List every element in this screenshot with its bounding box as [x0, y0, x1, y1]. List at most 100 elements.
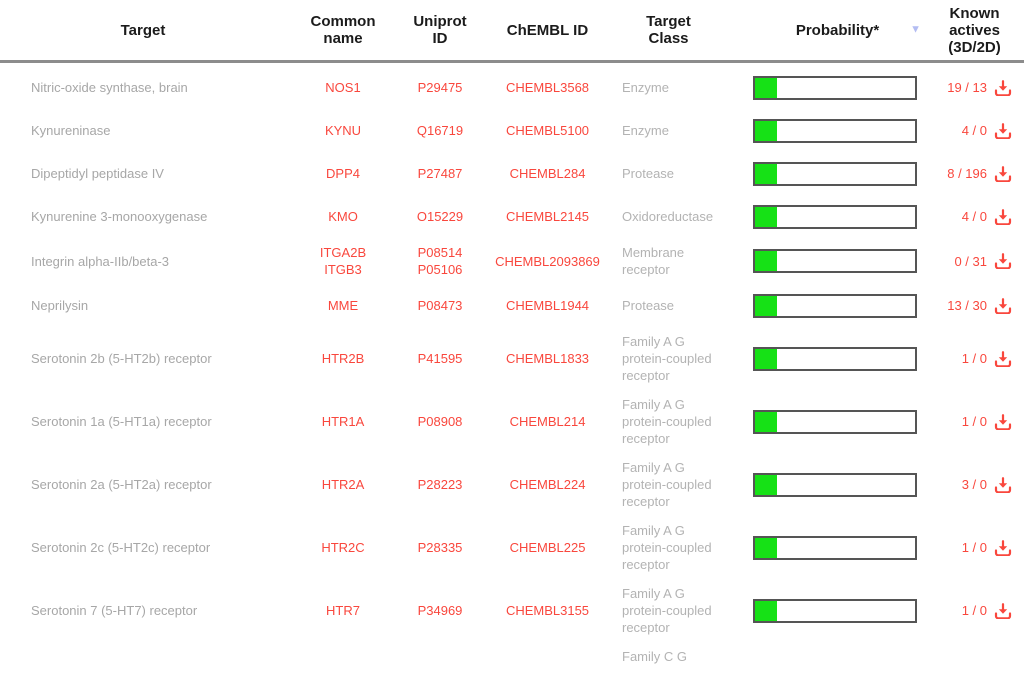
- download-icon: [994, 602, 1012, 619]
- download-icon: [994, 253, 1012, 269]
- download-button[interactable]: [994, 253, 1012, 269]
- uniprot-id-link[interactable]: O15229: [416, 209, 464, 224]
- probability-bar-fill: [755, 348, 777, 369]
- probability-bar-fill: [755, 206, 777, 227]
- common-name-link[interactable]: HTR2A: [321, 477, 365, 492]
- target-class-text: Family A G protein-coupled receptor: [622, 334, 712, 383]
- download-button[interactable]: [994, 208, 1012, 225]
- probability-cell: [750, 346, 925, 371]
- chembl-id-link[interactable]: CHEMBL3568: [505, 80, 590, 95]
- target-name: Serotonin 2c (5-HT2c) receptor: [31, 540, 211, 555]
- target-name: Neprilysin: [31, 298, 89, 313]
- download-button[interactable]: [994, 122, 1012, 139]
- column-header-probability[interactable]: Probability* ▼: [750, 5, 925, 56]
- download-button[interactable]: [994, 297, 1012, 314]
- common-name-link[interactable]: DPP4: [326, 166, 360, 181]
- download-button[interactable]: [994, 350, 1012, 367]
- uniprot-id-link[interactable]: P34969: [417, 603, 463, 618]
- download-button[interactable]: [994, 79, 1012, 96]
- known-actives-count: 4 / 0: [961, 209, 987, 224]
- uniprot-id-link[interactable]: P08473: [417, 298, 463, 313]
- target-class-text: Family A G protein-coupled receptor: [622, 523, 712, 572]
- uniprot-id-link[interactable]: P28335: [417, 540, 463, 555]
- table-row: Kynureninase KYNU Q16719 CHEMBL5100 Enzy…: [0, 109, 1024, 152]
- known-actives-cell: 0 / 31: [925, 253, 1024, 270]
- common-name-link[interactable]: KMO: [328, 209, 358, 224]
- probability-cell: [750, 161, 925, 186]
- probability-cell: [750, 118, 925, 143]
- download-icon: [994, 350, 1012, 367]
- known-actives-count: 3 / 0: [961, 477, 987, 492]
- probability-bar: [753, 346, 917, 371]
- table-row: Integrin alpha-IIb/beta-3 ITGA2B ITGB3 P…: [0, 238, 1024, 284]
- target-name: Nitric-oxide synthase, brain: [31, 80, 188, 95]
- known-actives-count: 1 / 0: [961, 603, 987, 618]
- uniprot-id-link[interactable]: P41595: [417, 351, 463, 366]
- common-name-link[interactable]: KYNU: [324, 123, 362, 138]
- column-header-chembl-id[interactable]: ChEMBL ID: [506, 21, 589, 39]
- target-class-text: Family A G protein-coupled receptor: [622, 397, 712, 446]
- probability-bar: [753, 598, 917, 623]
- known-actives-count: 4 / 0: [961, 123, 987, 138]
- chembl-id-link[interactable]: CHEMBL1833: [505, 351, 590, 366]
- probability-cell: [750, 409, 925, 434]
- probability-header-label: Probability*: [795, 21, 880, 39]
- chembl-id-link[interactable]: CHEMBL2093869: [495, 253, 600, 269]
- download-icon: [994, 413, 1012, 430]
- probability-cell: [750, 75, 925, 100]
- column-header-known-actives[interactable]: Known actives (3D/2D): [948, 4, 1001, 56]
- common-name-link[interactable]: HTR7: [326, 603, 360, 618]
- column-header-target-class[interactable]: Target Class: [646, 13, 691, 47]
- chembl-id-link[interactable]: CHEMBL214: [509, 414, 586, 429]
- chembl-id-link[interactable]: CHEMBL5100: [505, 123, 590, 138]
- target-class-text: Enzyme: [622, 80, 669, 95]
- uniprot-id-link[interactable]: P28223: [417, 477, 463, 492]
- common-name-link[interactable]: HTR1A: [321, 414, 365, 429]
- column-header-target[interactable]: Target: [120, 21, 166, 39]
- uniprot-id-link[interactable]: P08514 P05106: [417, 245, 463, 277]
- chembl-id-link[interactable]: CHEMBL225: [509, 540, 586, 555]
- uniprot-id-link[interactable]: P29475: [417, 80, 463, 95]
- chembl-id-link[interactable]: CHEMBL284: [509, 166, 586, 181]
- sort-descending-icon: ▼: [910, 23, 921, 36]
- chembl-id-link[interactable]: CHEMBL2145: [505, 209, 590, 224]
- download-button[interactable]: [994, 413, 1012, 430]
- known-actives-count: 1 / 0: [961, 540, 987, 555]
- column-header-uniprot-id[interactable]: Uniprot ID: [413, 13, 467, 47]
- column-header-common-name[interactable]: Common name: [310, 13, 376, 47]
- probability-bar-fill: [755, 251, 777, 271]
- download-icon: [994, 208, 1012, 225]
- download-button[interactable]: [994, 539, 1012, 556]
- target-name: Serotonin 7 (5-HT7) receptor: [31, 603, 198, 618]
- known-actives-count: 8 / 196: [947, 166, 987, 181]
- probability-bar-fill: [755, 295, 777, 316]
- uniprot-id-link[interactable]: Q16719: [416, 123, 464, 138]
- target-class-text: Membrane receptor: [622, 245, 685, 277]
- chembl-id-link[interactable]: CHEMBL224: [509, 477, 586, 492]
- probability-bar: [753, 409, 917, 434]
- target-name: Serotonin 2a (5-HT2a) receptor: [31, 477, 212, 492]
- known-actives-cell: 1 / 0: [925, 413, 1024, 430]
- target-class-text: Family A G protein-coupled receptor: [622, 460, 712, 509]
- known-actives-count: 0 / 31: [954, 253, 987, 269]
- download-button[interactable]: [994, 602, 1012, 619]
- common-name-link[interactable]: HTR2C: [321, 540, 365, 555]
- common-name-link[interactable]: MME: [327, 298, 359, 313]
- table-row: Family C G: [0, 642, 1024, 685]
- target-name: Serotonin 1a (5-HT1a) receptor: [31, 414, 212, 429]
- table-row: Kynurenine 3-monooxygenase KMO O15229 CH…: [0, 195, 1024, 238]
- probability-bar-fill: [755, 474, 777, 495]
- common-name-link[interactable]: NOS1: [325, 80, 361, 95]
- download-button[interactable]: [994, 165, 1012, 182]
- known-actives-count: 13 / 30: [947, 298, 987, 313]
- probability-bar-fill: [755, 120, 777, 141]
- download-icon: [994, 122, 1012, 139]
- common-name-link[interactable]: HTR2B: [321, 351, 365, 366]
- common-name-link[interactable]: ITGA2B ITGB3: [319, 245, 367, 277]
- chembl-id-link[interactable]: CHEMBL3155: [505, 603, 590, 618]
- uniprot-id-link[interactable]: P27487: [417, 166, 463, 181]
- chembl-id-link[interactable]: CHEMBL1944: [505, 298, 590, 313]
- uniprot-id-link[interactable]: P08908: [417, 414, 463, 429]
- table-row: Serotonin 2c (5-HT2c) receptor HTR2C P28…: [0, 516, 1024, 579]
- download-button[interactable]: [994, 476, 1012, 493]
